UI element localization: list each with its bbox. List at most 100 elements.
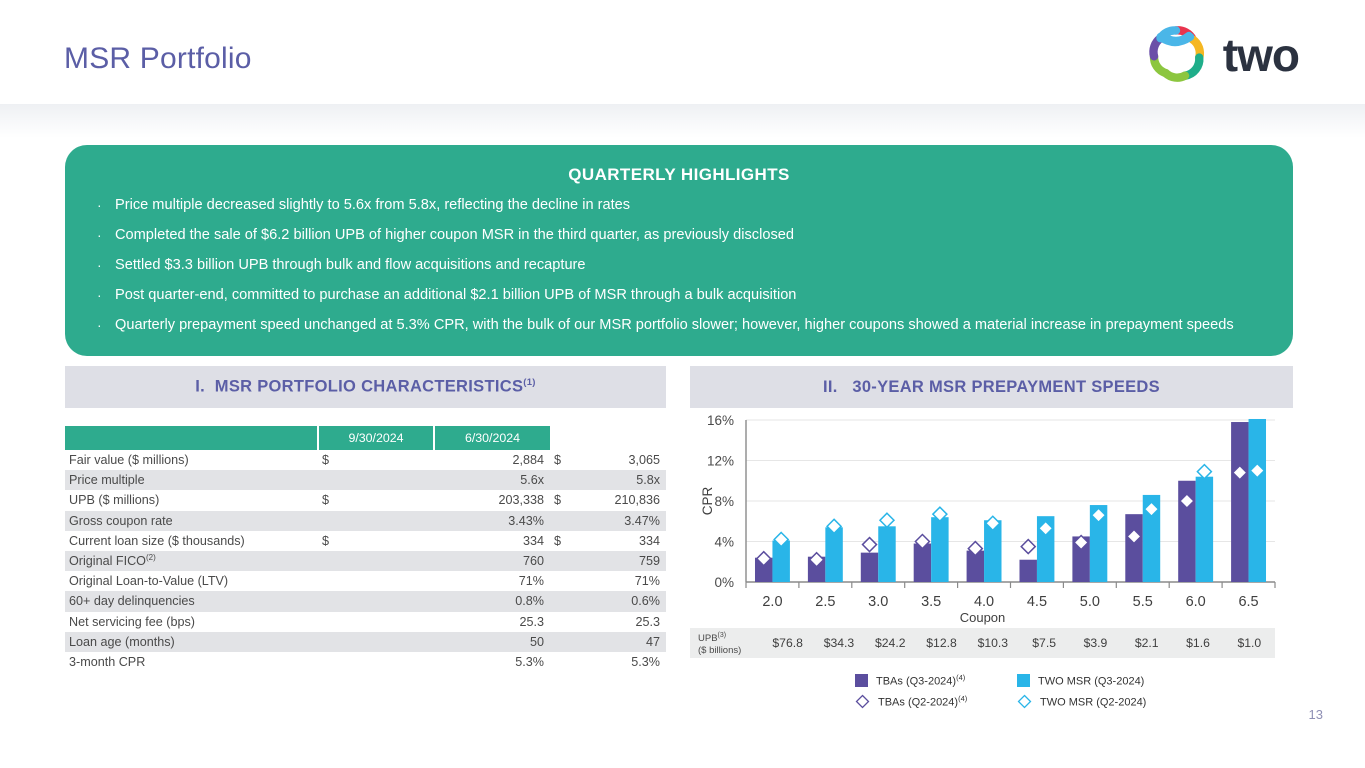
bullet-text: Quarterly prepayment speed unchanged at … <box>115 317 1234 333</box>
row-value-2: 759 <box>566 550 666 572</box>
row-currency-2: $ <box>554 493 562 508</box>
chart-legend: TBAs (Q3-2024)(4) TWO MSR (Q3-2024) TBAs… <box>855 670 1185 712</box>
row-label: UPB ($ millions) <box>69 493 160 508</box>
row-value-2: 47 <box>566 631 666 652</box>
chart-xtick-label: 5.5 <box>1133 594 1153 610</box>
chart-ytick-label: 4% <box>714 535 734 550</box>
section-title-left: I. MSR PORTFOLIO CHARACTERISTICS(1) <box>195 377 536 397</box>
col-header-date-1: 9/30/2024 <box>317 426 434 450</box>
upb-value: $1.0 <box>1237 636 1262 650</box>
chart-bar <box>1072 536 1090 582</box>
table-row: UPB ($ millions) $203,338 $210,836 <box>65 490 666 510</box>
row-label: Fair value ($ millions) <box>69 453 189 468</box>
chart-yaxis-label: CPR <box>700 487 715 516</box>
chart-bar <box>1195 476 1214 582</box>
upb-value: $2.1 <box>1134 636 1159 650</box>
row-value-1: 0.8% <box>434 591 550 612</box>
page-title: MSR Portfolio <box>64 42 252 75</box>
row-currency-2 <box>550 550 566 572</box>
upb-value: $12.8 <box>926 636 957 650</box>
chart-diamond-marker <box>1073 534 1090 551</box>
chart-diamond-marker <box>878 512 896 529</box>
table-row: 60+ day delinquencies 0.8% 0.6% <box>65 591 666 612</box>
bullet-dot-icon: · <box>97 257 102 273</box>
bullet-dot-icon: · <box>97 197 102 213</box>
highlight-bullet: · Quarterly prepayment speed unchanged a… <box>97 315 1267 336</box>
prepayment-speeds-chart: 0% 4% 8% 12% 16% CPR 2.0 2.5 3.0 3.5 4.0 4.5 5.0 5.5 6… <box>690 414 1293 664</box>
chart-diamond-marker <box>1143 501 1160 518</box>
section-footnote-left: (1) <box>523 377 536 389</box>
legend-square-icon-two-msr-q3 <box>1017 674 1030 687</box>
bullet-text: Price multiple decreased slightly to 5.6… <box>115 197 631 213</box>
chart-bar <box>825 527 843 582</box>
row-currency-2 <box>550 631 566 652</box>
header-divider-band <box>0 104 1365 138</box>
chart-diamond-marker <box>808 551 825 568</box>
chart-diamond-marker <box>773 531 790 548</box>
chart-diamond-marker <box>1231 464 1248 481</box>
row-label: Original Loan-to-Value (LTV) <box>69 574 229 589</box>
chart-bar <box>1178 480 1196 582</box>
table-row: Price multiple 5.6x 5.8x <box>65 470 666 491</box>
legend-label-tbas-q2: TBAs (Q2-2024)(4) <box>878 694 968 709</box>
chart-bar <box>1089 505 1108 582</box>
legend-item-two-msr-q2: TWO MSR (Q2-2024) <box>1017 694 1146 709</box>
row-currency-1: $ <box>322 533 330 548</box>
col-header-metric <box>65 426 318 450</box>
legend-label-two-msr-q2: TWO MSR (Q2-2024) <box>1040 696 1147 709</box>
chart-diamond-marker <box>1125 528 1143 545</box>
row-value-2: 3,065 <box>628 453 660 468</box>
row-currency-2 <box>550 571 566 591</box>
chart-xtick-label: 5.0 <box>1080 594 1100 610</box>
row-currency-1 <box>318 510 434 531</box>
chart-ytick-label: 8% <box>714 494 734 509</box>
table-row: Net servicing fee (bps) 25.3 25.3 <box>65 612 666 632</box>
row-currency-1 <box>318 571 434 591</box>
highlight-bullet: · Settled $3.3 billion UPB through bulk … <box>97 255 1267 276</box>
row-currency-2: $ <box>554 453 562 468</box>
row-currency-1 <box>318 631 434 652</box>
legend-row-1: TBAs (Q3-2024)(4) TWO MSR (Q3-2024) <box>855 670 1185 691</box>
legend-row-2: TBAs (Q2-2024)(4) TWO MSR (Q2-2024) <box>855 691 1185 712</box>
row-value-2: 71% <box>634 574 660 589</box>
bullet-dot-icon: · <box>97 227 102 243</box>
table-header: 9/30/2024 6/30/2024 <box>65 426 666 450</box>
chart-bar <box>966 550 985 582</box>
row-currency-1: $ <box>322 493 330 508</box>
upb-value: $10.3 <box>977 636 1009 650</box>
upb-label-sub: ($ billions) <box>698 644 742 656</box>
chart-diamond-marker <box>1196 463 1213 480</box>
chart-diamond-marker <box>984 515 1001 532</box>
row-currency-1 <box>318 550 434 572</box>
row-value-1: 50 <box>434 631 550 652</box>
chart-bar <box>984 520 1002 582</box>
upb-value: $34.3 <box>823 636 855 650</box>
chart-diamond-marker <box>1090 507 1107 524</box>
row-value-2: 5.3% <box>631 654 660 669</box>
row-currency-2 <box>550 591 566 612</box>
section-label-right: 30-YEAR MSR PREPAYMENT SPEEDS <box>852 377 1160 396</box>
row-currency-1 <box>318 591 434 612</box>
legend-item-two-msr-q3: TWO MSR (Q3-2024) <box>1017 673 1144 688</box>
legend-item-tbas-q2: TBAs (Q2-2024)(4) <box>855 694 1017 709</box>
chart-diamond-marker <box>967 540 984 557</box>
row-value-2: 3.47% <box>566 510 666 531</box>
table-row: Gross coupon rate 3.43% 3.47% <box>65 510 666 531</box>
row-value-2: 210,836 <box>614 493 660 508</box>
legend-item-tbas-q3: TBAs (Q3-2024)(4) <box>855 673 1017 688</box>
chart-xtick-label: 4.5 <box>1027 594 1047 610</box>
row-currency-1 <box>318 652 434 672</box>
chart-bar <box>1231 422 1249 582</box>
row-value-2: 5.8x <box>566 470 666 491</box>
company-logo: two <box>1143 24 1300 86</box>
upb-value: $76.8 <box>772 636 803 650</box>
chart-diamond-marker <box>1037 520 1054 537</box>
row-value-1: 71% <box>518 574 544 589</box>
chart-xaxis-label: Coupon <box>959 610 1006 625</box>
row-value-1: 25.3 <box>519 614 544 629</box>
chart-xtick-label: 3.0 <box>868 594 888 610</box>
row-value-1: 2,884 <box>512 453 544 468</box>
row-value-1: 3.43% <box>434 510 550 531</box>
chart-diamond-marker <box>861 536 878 553</box>
row-label: Current loan size ($ thousands) <box>69 533 245 548</box>
